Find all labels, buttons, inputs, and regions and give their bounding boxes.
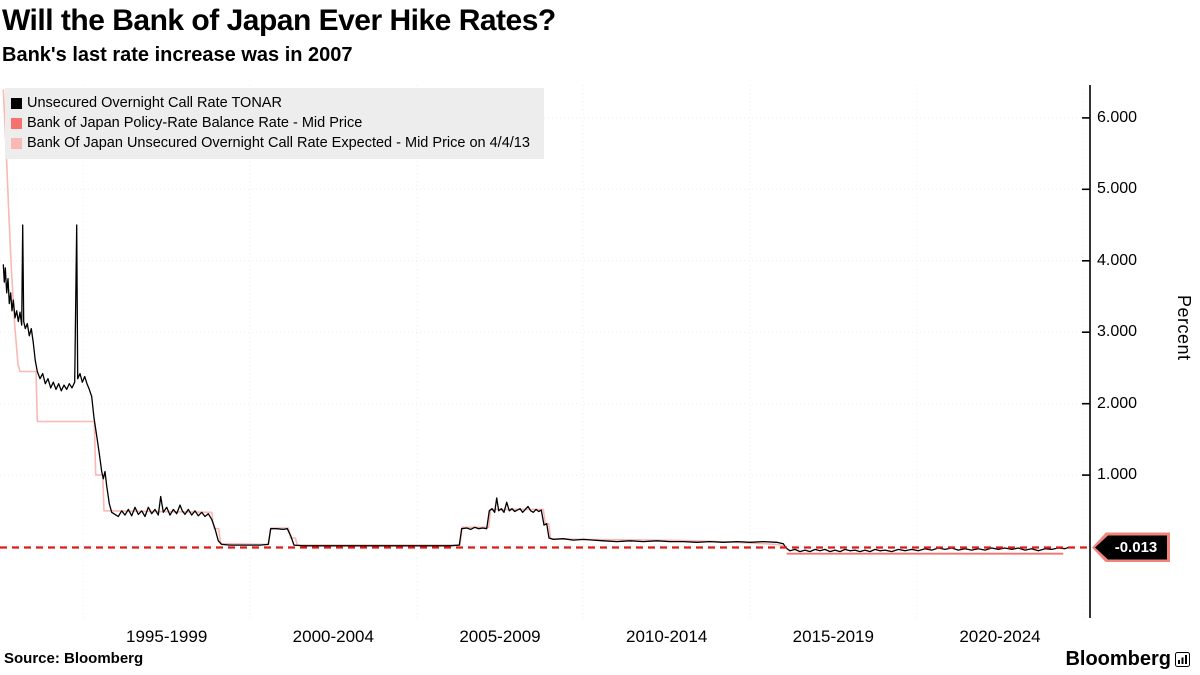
- y-tick-label: 5.000: [1097, 180, 1138, 198]
- bloomberg-logo: Bloomberg: [1065, 648, 1190, 671]
- legend-swatch-icon: [11, 117, 22, 129]
- series-line-expected: [2, 89, 784, 547]
- legend-item-policy-balance: Bank of Japan Policy-Rate Balance Rate -…: [11, 113, 530, 133]
- y-tick-label: 1.000: [1097, 466, 1138, 484]
- legend-item-tonar: Unsecured Overnight Call Rate TONAR: [11, 93, 530, 113]
- series-line-tonar: [2, 224, 1069, 553]
- legend-label: Bank of Japan Policy-Rate Balance Rate -…: [27, 115, 363, 131]
- y-tick-label: 4.000: [1097, 251, 1138, 269]
- last-price-tag-box: -0.013: [1092, 532, 1170, 562]
- legend-swatch-icon: [11, 137, 22, 149]
- x-tick-label: 2020-2024: [959, 627, 1041, 646]
- x-tick-label: 2015-2019: [792, 627, 874, 646]
- legend-swatch-icon: [11, 97, 22, 109]
- last-price-value: -0.013: [1114, 538, 1158, 556]
- legend-item-expected: Bank Of Japan Unsecured Overnight Call R…: [11, 133, 530, 153]
- bloomberg-logo-icon: [1175, 652, 1190, 667]
- legend-label: Unsecured Overnight Call Rate TONAR: [27, 95, 282, 111]
- y-tick-label: 6.000: [1097, 108, 1138, 126]
- source-attribution: Source: Bloomberg: [4, 650, 144, 667]
- page-subtitle: Bank's last rate increase was in 2007: [2, 44, 353, 66]
- legend-label: Bank Of Japan Unsecured Overnight Call R…: [27, 135, 530, 151]
- x-tick-label: 2000-2004: [292, 627, 374, 646]
- last-price-tag: -0.013: [1092, 532, 1170, 563]
- bloomberg-wordmark: Bloomberg: [1065, 648, 1171, 670]
- y-tick-label: 3.000: [1097, 323, 1138, 341]
- x-tick-label: 2010-2014: [626, 627, 708, 646]
- x-tick-label: 2005-2009: [459, 627, 541, 646]
- y-tick-label: 2.000: [1097, 394, 1138, 412]
- x-tick-label: 1995-1999: [126, 627, 208, 646]
- page-title: Will the Bank of Japan Ever Hike Rates?: [2, 4, 556, 37]
- chart-legend: Unsecured Overnight Call Rate TONAR Bank …: [5, 88, 544, 159]
- y-axis-title: Percent: [1174, 295, 1194, 361]
